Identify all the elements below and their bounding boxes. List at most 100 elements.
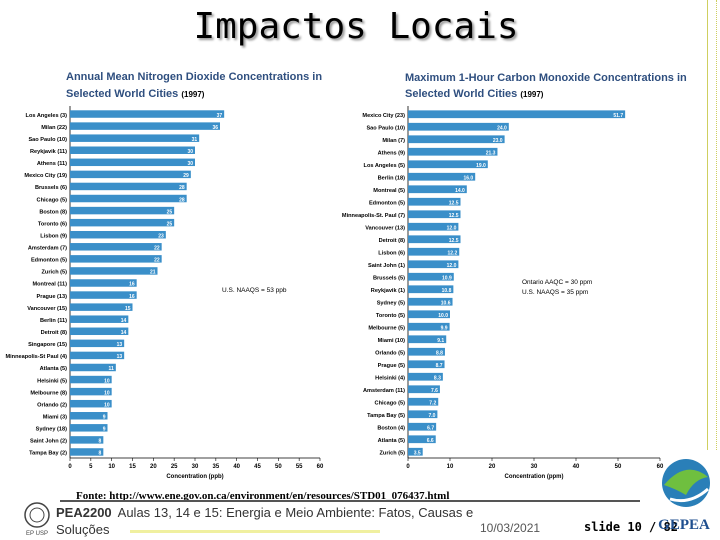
co-category-label: Detroit (8) [379, 238, 406, 244]
co-bar-value-label: 9.9 [441, 326, 448, 332]
co-bar [408, 122, 509, 131]
co-bar [408, 297, 453, 306]
no2-x-axis-label: Concentration (ppb) [166, 474, 223, 480]
no2-category-label: Edmonton (5) [31, 258, 67, 264]
co-bar-value-label: 8.8 [436, 351, 443, 357]
co-tick-label: 30 [531, 464, 538, 470]
no2-category-label: Helsinki (5) [37, 378, 67, 384]
co-bar-value-label: 3.5 [414, 451, 421, 457]
co-bar-value-label: 14.0 [455, 188, 465, 194]
no2-category-label: Chicago (5) [37, 197, 68, 203]
co-bar [408, 272, 454, 281]
co-chart-title-line2: Selected World Cities (1997) [405, 88, 544, 100]
co-tick-label: 10 [447, 464, 454, 470]
co-bar-value-label: 24.0 [497, 126, 507, 132]
co-category-label: Berlin (18) [378, 176, 405, 182]
co-category-label: Amsterdam (11) [363, 388, 405, 394]
no2-category-label: Prague (13) [37, 294, 68, 300]
no2-category-label: Miami (3) [43, 415, 67, 421]
co-category-label: Edmonton (5) [369, 201, 405, 207]
no2-bar-value-label: 9 [103, 415, 106, 421]
no2-bar-value-label: 30 [187, 161, 193, 167]
no2-bar [70, 255, 162, 263]
no2-category-label: Montreal (11) [32, 282, 67, 288]
no2-bar [70, 122, 220, 130]
no2-category-label: Melbourne (8) [30, 390, 67, 396]
co-bar-value-label: 10.9 [442, 276, 452, 282]
footer-divider [60, 500, 640, 502]
co-bar-value-label: 7.0 [428, 413, 435, 419]
no2-bar [70, 146, 195, 154]
co-bar-value-label: 12.0 [447, 226, 457, 232]
footer-course-text: PEA2200 Aulas 13, 14 e 15: Energia e Meio… [56, 504, 506, 538]
co-category-label: Orlando (5) [375, 351, 405, 357]
co-bar-value-label: 6.7 [427, 426, 434, 432]
co-category-label: Sydney (5) [377, 301, 405, 307]
co-bar [408, 210, 461, 219]
no2-category-label: Tampa Bay (2) [29, 451, 67, 457]
no2-tick-label: 15 [129, 464, 136, 470]
no2-tick-label: 55 [296, 464, 303, 470]
co-bar [408, 260, 459, 269]
co-chart-title-line1: Maximum 1-Hour Carbon Monoxide Concentra… [405, 72, 687, 84]
no2-bar [70, 134, 200, 142]
no2-category-label: Saint John (2) [30, 439, 67, 445]
no2-category-label: Sao Paulo (10) [28, 137, 67, 143]
no2-category-label: Sydney (18) [36, 427, 68, 433]
co-category-label: Montreal (5) [373, 188, 405, 194]
no2-bar [70, 387, 112, 396]
co-bar [408, 310, 450, 319]
co-bar [408, 322, 450, 331]
co-bar-value-label: 7.6 [431, 388, 438, 394]
slide-title: Impactos Locais [193, 6, 519, 47]
co-bar [408, 285, 454, 294]
no2-bar-value-label: 16 [129, 282, 135, 288]
no2-bar [70, 267, 158, 275]
no2-tick-label: 30 [192, 464, 199, 470]
no2-bar [70, 412, 108, 420]
co-bar-value-label: 9.1 [437, 338, 444, 344]
co-category-label: Vancouver (13) [365, 226, 405, 232]
no2-bar-value-label: 8 [99, 451, 102, 457]
no2-category-label: Zurich (5) [42, 270, 68, 276]
co-bar-value-label: 16.0 [463, 176, 473, 182]
co-bar-value-label: 12.2 [448, 251, 458, 257]
no2-bar [70, 315, 129, 323]
no2-category-label: Los Angeles (3) [26, 113, 68, 119]
right-decorative-rule [707, 0, 717, 450]
co-bar [408, 135, 505, 144]
co-bar [408, 360, 445, 369]
no2-tick-label: 50 [275, 464, 282, 470]
no2-bar-value-label: 25 [167, 209, 173, 215]
no2-tick-label: 25 [171, 464, 178, 470]
no2-bar [70, 230, 166, 239]
no2-bar-value-label: 28 [179, 185, 185, 191]
no2-bar-value-label: 10 [104, 378, 110, 384]
co-category-label: Atlanta (5) [378, 438, 405, 444]
co-category-label: Milan (7) [382, 138, 405, 144]
no2-category-label: Toronto (6) [38, 221, 67, 227]
no2-bar [70, 351, 125, 360]
co-bar [408, 372, 443, 381]
co-tick-label: 50 [615, 464, 622, 470]
no2-tick-label: 60 [317, 464, 324, 470]
gepea-logo-text: GEPEA [658, 517, 710, 533]
no2-bar [70, 206, 175, 215]
co-category-label: Brussels (5) [373, 276, 405, 282]
co-category-label: Sao Paulo (10) [366, 126, 405, 132]
co-bar-value-label: 6.6 [427, 438, 434, 444]
no2-bar [70, 424, 108, 432]
no2-chart-title-line1: Annual Mean Nitrogen Dioxide Concentrati… [66, 71, 322, 83]
no2-bar [70, 110, 225, 118]
no2-bar-value-label: 13 [117, 354, 123, 360]
no2-bar-value-label: 14 [121, 318, 127, 324]
footer-course-title: Aulas 13, 14 e 15: Energia e Meio Ambien… [56, 505, 474, 537]
co-bar-value-label: 21.3 [486, 151, 496, 157]
no2-bar [70, 399, 112, 408]
no2-bar-value-label: 22 [154, 246, 160, 252]
co-bar [408, 410, 438, 419]
co-bar [408, 335, 447, 344]
no2-chart-title-line2: Selected World Cities (1997) [66, 88, 205, 100]
co-bar [408, 447, 423, 456]
no2-bar-value-label: 13 [117, 342, 123, 348]
